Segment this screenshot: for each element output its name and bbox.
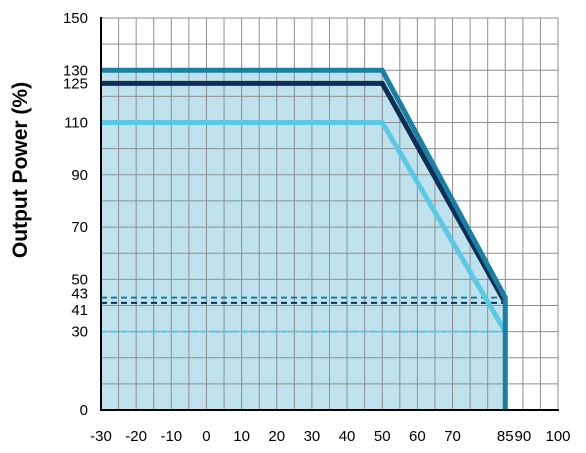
x-tick-label: 10: [233, 428, 250, 445]
x-tick-label: 0: [202, 428, 210, 445]
y-tick-label: 90: [71, 167, 88, 184]
x-tick-label: 60: [409, 428, 426, 445]
x-tick-label: 90: [515, 428, 532, 445]
x-tick-label: 30: [304, 428, 321, 445]
y-tick-label: 41: [71, 302, 88, 319]
x-tick-label: 50: [374, 428, 391, 445]
derating-curve: [101, 67, 508, 410]
x-tick-label: 70: [444, 428, 461, 445]
x-tick-label: -20: [125, 428, 147, 445]
y-tick-label: 125: [63, 75, 88, 92]
x-tick-label: 40: [339, 428, 356, 445]
y-tick-label: 43: [71, 286, 88, 303]
y-tick-label: 50: [71, 271, 88, 288]
derating-curve: [101, 120, 508, 333]
y-axis-label: Output Power (%): [9, 82, 32, 258]
x-tick-label: -30: [90, 428, 112, 445]
y-tick-label: 130: [63, 62, 88, 79]
x-tick-label: 85: [497, 428, 514, 445]
derating-curve: [101, 80, 508, 305]
y-tick-label: 110: [64, 115, 88, 132]
y-tick-label: 0: [80, 402, 88, 419]
tick-label-layer: -30 -20 -10 0 10 20 30 40 50 60 70 85 90 100030414350…: [63, 10, 571, 445]
x-tick-label: 20: [268, 428, 285, 445]
x-tick-label: 100: [545, 428, 570, 445]
series-layer: [101, 67, 508, 410]
y-tick-label: 70: [71, 219, 88, 236]
axes-layer: [100, 17, 559, 411]
y-tick-label: 30: [71, 324, 88, 341]
y-tick-label: 150: [63, 10, 88, 27]
x-tick-label: -10: [160, 428, 182, 445]
